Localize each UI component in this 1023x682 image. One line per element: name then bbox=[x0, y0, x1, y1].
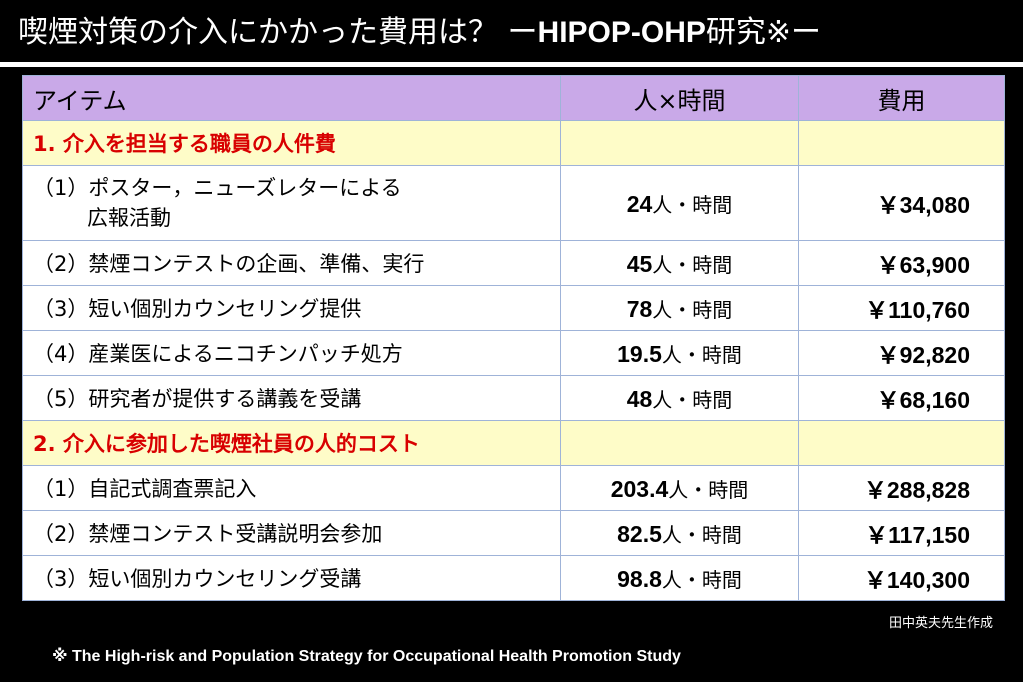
row-cost-value: ￥110,760 bbox=[865, 297, 970, 323]
row-item: （2）禁煙コンテストの企画、準備、実行 bbox=[22, 240, 561, 286]
header-person-hours: 人×時間 bbox=[560, 75, 799, 121]
title-divider bbox=[0, 62, 1023, 67]
row-item-line1: （1）ポスター，ニューズレターによる bbox=[33, 176, 402, 200]
row-cost-value: ￥140,300 bbox=[863, 567, 970, 593]
row-cost-value: ￥92,820 bbox=[876, 342, 970, 368]
row-item: （1）自記式調査票記入 bbox=[22, 465, 561, 511]
table-row: （3）短い個別カウンセリング提供 78人・時間 ￥110,760 bbox=[22, 285, 1005, 331]
table-header-row: アイテム 人×時間 費用 bbox=[22, 75, 1005, 121]
row-cost-value: ￥68,160 bbox=[876, 387, 970, 413]
row-item: （4）産業医によるニコチンパッチ処方 bbox=[22, 330, 561, 376]
slide-title-jp: 喫煙対策の介入にかかった費用は？ ー bbox=[18, 15, 538, 50]
row-hours-unit: 人・時間 bbox=[661, 522, 742, 547]
table-row: （5）研究者が提供する講義を受講 48人・時間 ￥68,160 bbox=[22, 375, 1005, 421]
row-cost-value: ￥288,828 bbox=[863, 477, 970, 503]
row-cost: ￥92,820 bbox=[798, 330, 1005, 376]
section-empty-cell bbox=[560, 420, 799, 466]
row-hours-value: 78 bbox=[626, 295, 653, 322]
row-hours-value: 98.8 bbox=[617, 565, 662, 592]
row-cost: ￥140,300 bbox=[798, 555, 1005, 601]
table-row: （2）禁煙コンテスト受講説明会参加 82.5人・時間 ￥117,150 bbox=[22, 510, 1005, 556]
row-hours-value: 82.5 bbox=[617, 520, 662, 547]
table-row: （4）産業医によるニコチンパッチ処方 19.5人・時間 ￥92,820 bbox=[22, 330, 1005, 376]
row-person-hours: 24人・時間 bbox=[560, 165, 799, 241]
row-person-hours: 98.8人・時間 bbox=[560, 555, 799, 601]
table-row: （1）ポスター，ニューズレターによる 広報活動 24人・時間 ￥34,080 bbox=[22, 165, 1005, 241]
row-hours-value: 45 bbox=[626, 250, 653, 277]
row-cost: ￥63,900 bbox=[798, 240, 1005, 286]
section-empty-cell bbox=[798, 420, 1005, 466]
cost-table: アイテム 人×時間 費用 1. 介入を担当する職員の人件費 （1）ポスター，ニュ… bbox=[22, 75, 1005, 601]
row-person-hours: 203.4人・時間 bbox=[560, 465, 799, 511]
footnote: ※ The High-risk and Population Strategy … bbox=[52, 648, 681, 665]
row-person-hours: 45人・時間 bbox=[560, 240, 799, 286]
row-hours-unit: 人・時間 bbox=[652, 387, 733, 412]
table-row: （2）禁煙コンテストの企画、準備、実行 45人・時間 ￥63,900 bbox=[22, 240, 1005, 286]
row-hours-value: 203.4 bbox=[610, 475, 669, 502]
section-row-staff-cost: 1. 介入を担当する職員の人件費 bbox=[22, 120, 1005, 166]
row-person-hours: 48人・時間 bbox=[560, 375, 799, 421]
row-cost: ￥110,760 bbox=[798, 285, 1005, 331]
row-hours-unit: 人・時間 bbox=[668, 477, 749, 502]
row-cost: ￥117,150 bbox=[798, 510, 1005, 556]
row-person-hours: 82.5人・時間 bbox=[560, 510, 799, 556]
table-row: （1）自記式調査票記入 203.4人・時間 ￥288,828 bbox=[22, 465, 1005, 511]
row-cost-value: ￥117,150 bbox=[865, 522, 970, 548]
row-hours-unit: 人・時間 bbox=[652, 297, 733, 322]
header-cost: 費用 bbox=[798, 75, 1005, 121]
row-hours-unit: 人・時間 bbox=[652, 192, 733, 217]
section-row-smoker-cost: 2. 介入に参加した喫煙社員の人的コスト bbox=[22, 420, 1005, 466]
section-empty-cell bbox=[560, 120, 799, 166]
row-item-line2: 広報活動 bbox=[87, 206, 171, 230]
row-hours-unit: 人・時間 bbox=[661, 567, 742, 592]
table-row: （3）短い個別カウンセリング受講 98.8人・時間 ￥140,300 bbox=[22, 555, 1005, 601]
row-cost: ￥68,160 bbox=[798, 375, 1005, 421]
row-hours-unit: 人・時間 bbox=[652, 252, 733, 277]
row-cost-value: ￥34,080 bbox=[876, 192, 970, 218]
section-label: 1. 介入を担当する職員の人件費 bbox=[22, 120, 561, 166]
row-hours-value: 48 bbox=[626, 385, 653, 412]
row-hours-value: 19.5 bbox=[617, 340, 662, 367]
row-item: （1）ポスター，ニューズレターによる 広報活動 bbox=[22, 165, 561, 241]
row-item: （3）短い個別カウンセリング受講 bbox=[22, 555, 561, 601]
row-person-hours: 19.5人・時間 bbox=[560, 330, 799, 376]
section-empty-cell bbox=[798, 120, 1005, 166]
row-person-hours: 78人・時間 bbox=[560, 285, 799, 331]
row-item: （3）短い個別カウンセリング提供 bbox=[22, 285, 561, 331]
row-item: （5）研究者が提供する講義を受講 bbox=[22, 375, 561, 421]
row-item: （2）禁煙コンテスト受講説明会参加 bbox=[22, 510, 561, 556]
slide-title-latin: HIPOP-OHP bbox=[537, 16, 706, 49]
slide-title-suffix: 研究※ー bbox=[705, 15, 822, 50]
row-cost: ￥34,080 bbox=[798, 165, 1005, 241]
row-cost-value: ￥63,900 bbox=[876, 252, 970, 278]
row-hours-value: 24 bbox=[626, 190, 653, 217]
author-note: 田中英夫先生作成 bbox=[888, 616, 993, 631]
header-item: アイテム bbox=[22, 75, 561, 121]
section-label: 2. 介入に参加した喫煙社員の人的コスト bbox=[22, 420, 561, 466]
slide-title: 喫煙対策の介入にかかった費用は？ ーHIPOP-OHP研究※ー bbox=[18, 10, 1018, 56]
row-hours-unit: 人・時間 bbox=[661, 342, 742, 367]
row-cost: ￥288,828 bbox=[798, 465, 1005, 511]
cost-table-container: アイテム 人×時間 費用 1. 介入を担当する職員の人件費 （1）ポスター，ニュ… bbox=[22, 75, 1005, 601]
